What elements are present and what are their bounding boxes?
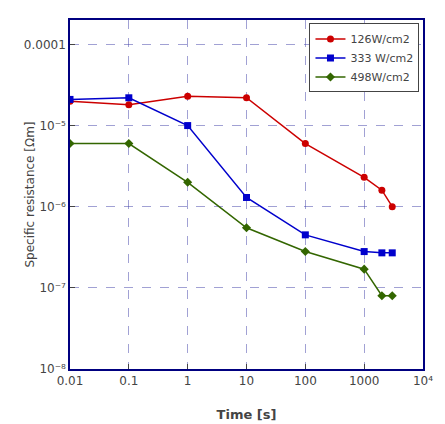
svg-text:0.1: 0.1	[119, 374, 138, 388]
svg-text:0.0001: 0.0001	[24, 38, 66, 52]
svg-text:0.01: 0.01	[57, 374, 84, 388]
svg-text:Specific resistance [Ωm]: Specific resistance [Ωm]	[23, 121, 37, 267]
svg-text:10: 10	[239, 374, 254, 388]
svg-text:333 W/cm2: 333 W/cm2	[350, 52, 413, 65]
svg-text:1: 1	[184, 374, 192, 388]
svg-text:10⁻⁵: 10⁻⁵	[39, 119, 66, 133]
svg-text:498W/cm2: 498W/cm2	[350, 71, 409, 84]
svg-text:10⁻⁶: 10⁻⁶	[39, 200, 66, 214]
svg-text:126W/cm2: 126W/cm2	[350, 33, 409, 46]
svg-text:100: 100	[294, 374, 317, 388]
svg-text:Time [s]: Time [s]	[217, 407, 277, 422]
svg-text:1000: 1000	[349, 374, 380, 388]
svg-text:10⁴: 10⁴	[413, 374, 433, 388]
svg-text:10⁻⁸: 10⁻⁸	[39, 362, 66, 376]
svg-text:10⁻⁷: 10⁻⁷	[39, 281, 66, 295]
